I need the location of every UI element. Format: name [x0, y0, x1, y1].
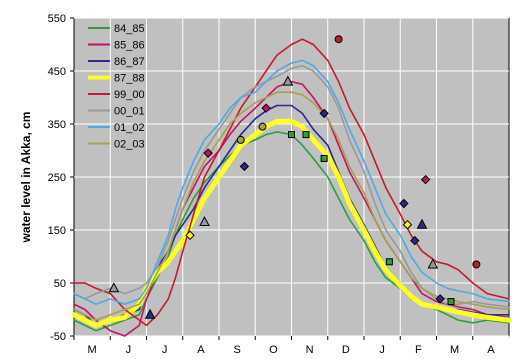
- x-tick-label: J: [379, 344, 385, 356]
- marker-00_01: [108, 282, 120, 293]
- marker-85_86: [203, 148, 213, 158]
- series-line-99_00: [73, 38, 510, 327]
- series-line-01_02: [73, 59, 510, 305]
- x-tick-label: M: [88, 344, 97, 356]
- marker-87_88: [402, 219, 413, 230]
- x-tick-label: J: [162, 344, 168, 356]
- marker-86_87: [239, 161, 250, 172]
- legend-label-86_87: 86_87: [114, 56, 145, 68]
- legend-label-00_01: 00_01: [114, 106, 145, 118]
- series-line-02_03: [73, 91, 510, 321]
- y-tick-label: -50: [50, 331, 66, 343]
- marker-85_86: [420, 174, 431, 185]
- marker-99_00: [472, 260, 481, 269]
- marker-02_03: [258, 122, 267, 131]
- legend-label-84_85: 84_85: [114, 23, 145, 35]
- legend-label-99_00: 99_00: [114, 89, 145, 101]
- y-tick-label: 50: [54, 278, 66, 290]
- x-tick-label: N: [306, 344, 314, 356]
- x-tick-label: J: [126, 344, 132, 356]
- series-markers: [108, 35, 481, 319]
- y-axis-label: water level in Akka, cm: [19, 112, 33, 244]
- y-tick-label: 550: [48, 13, 66, 25]
- y-tick-label: 250: [48, 172, 66, 184]
- marker-86_87: [319, 108, 329, 119]
- marker-00_01: [199, 215, 210, 227]
- series-lines: [71, 38, 512, 337]
- marker-86_87: [416, 218, 428, 229]
- x-tick-label: M: [450, 344, 459, 356]
- marker-86_87: [144, 308, 156, 319]
- legend-label-01_02: 01_02: [114, 122, 145, 134]
- marker-99_00: [334, 35, 343, 44]
- x-tick-label: A: [197, 344, 205, 356]
- marker-85_86: [261, 103, 271, 113]
- marker-87_88: [185, 230, 195, 241]
- marker-86_87: [435, 294, 445, 304]
- marker-86_87: [410, 235, 420, 246]
- legend-label-87_88: 87_88: [114, 73, 145, 85]
- x-tick-label: O: [269, 344, 278, 356]
- y-axis-ticks: -50 50 150 250 350 450 550: [48, 13, 74, 343]
- marker-00_01: [282, 75, 294, 86]
- marker-86_87: [399, 198, 409, 209]
- legend: 84_85 85_86 86_87 87_88 99_00 00_01 01_02 02_03: [88, 23, 145, 151]
- x-tick-label: A: [487, 344, 495, 356]
- legend-label-85_86: 85_86: [114, 40, 145, 52]
- series-line-85_86: [73, 80, 510, 337]
- marker-00_01: [427, 258, 439, 269]
- y-tick-label: 150: [48, 225, 66, 237]
- x-tick-label: D: [342, 344, 350, 356]
- marker-84_85: [447, 298, 455, 306]
- x-tick-label: F: [415, 344, 422, 356]
- marker-02_03: [236, 135, 245, 144]
- marker-84_85: [385, 258, 393, 266]
- marker-84_85: [302, 131, 310, 139]
- marker-84_85: [320, 154, 328, 162]
- legend-label-02_03: 02_03: [114, 139, 145, 151]
- y-tick-label: 450: [48, 66, 66, 78]
- x-tick-label: S: [233, 344, 240, 356]
- y-tick-label: 350: [48, 119, 66, 131]
- marker-84_85: [288, 131, 295, 139]
